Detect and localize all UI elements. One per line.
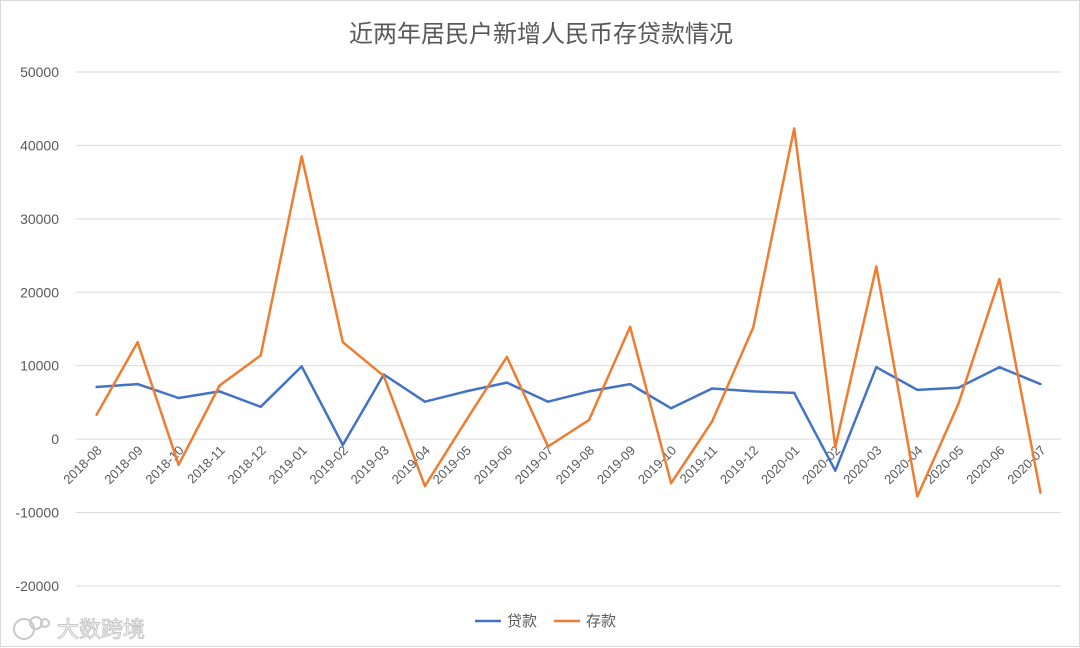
x-tick-label: 2020-04 [881, 443, 925, 487]
data-point [669, 482, 673, 485]
data-point [136, 382, 139, 386]
x-tick-label: 2019-06 [471, 443, 515, 487]
data-point [669, 407, 673, 410]
data-point [628, 382, 632, 386]
data-point [341, 443, 344, 447]
data-point [793, 127, 796, 130]
data-point [957, 386, 960, 389]
x-tick-label: 2020-05 [922, 443, 966, 487]
data-point [834, 469, 837, 472]
data-point [998, 365, 1001, 369]
x-tick-label: 2018-11 [184, 443, 228, 487]
series-line [96, 365, 1041, 472]
data-point [751, 326, 755, 329]
data-point [546, 445, 550, 448]
data-point [587, 418, 591, 422]
data-point [259, 405, 262, 409]
data-point [218, 390, 221, 393]
data-point [177, 396, 180, 400]
data-point [546, 400, 550, 403]
data-point [916, 388, 919, 392]
data-point [1039, 382, 1042, 386]
y-axis-ticks: 50000 40000 30000 20000 10000 0 -10000 -20000 [15, 64, 59, 594]
x-tick-label: 2018-09 [101, 443, 145, 487]
data-point [464, 390, 468, 393]
x-tick-label: 2019-01 [266, 443, 310, 487]
series-deposits [95, 127, 1042, 498]
x-tick-label: 2020-03 [840, 443, 884, 487]
y-tick-label: -20000 [15, 578, 59, 594]
data-point [177, 463, 180, 467]
data-point [793, 391, 796, 395]
y-tick-label: 10000 [20, 358, 59, 374]
data-point [300, 155, 303, 158]
x-tick-label: 2020-07 [1004, 443, 1048, 487]
series-lines [95, 127, 1042, 498]
x-tick-label: 2019-02 [307, 443, 351, 487]
y-tick-label: 20000 [20, 284, 59, 300]
x-tick-label: 2018-08 [60, 443, 104, 487]
x-tick-label: 2019-05 [430, 443, 474, 487]
gridlines [76, 71, 1061, 587]
y-tick-label: 30000 [20, 211, 59, 227]
x-tick-label: 2019-07 [512, 443, 556, 487]
data-point [423, 400, 427, 403]
y-tick-label: 40000 [20, 137, 59, 153]
watermark-logo-icon [13, 616, 50, 640]
data-point [628, 325, 632, 328]
data-point [136, 341, 139, 344]
data-point [382, 374, 386, 378]
watermark: 大数跨境 [13, 616, 146, 644]
x-tick-label: 2020-06 [963, 443, 1007, 487]
data-point [834, 446, 837, 449]
data-point [875, 265, 878, 268]
data-point [957, 402, 960, 406]
y-tick-label: 50000 [20, 64, 59, 80]
y-tick-label: -10000 [15, 505, 59, 521]
x-tick-label: 2019-12 [717, 443, 761, 487]
x-tick-label: 2019-08 [553, 443, 597, 487]
x-axis-ticks: 2018-082018-092018-102018-112018-122019-… [60, 443, 1048, 487]
x-tick-label: 2018-12 [224, 443, 268, 487]
data-point [710, 420, 714, 423]
x-tick-label: 2018-10 [142, 443, 186, 487]
data-point [587, 390, 591, 393]
data-point [916, 495, 919, 498]
data-point [505, 381, 509, 384]
series-line [95, 127, 1042, 498]
data-point [1039, 491, 1042, 494]
x-tick-label: 2020-01 [758, 443, 802, 487]
data-point [95, 413, 98, 417]
legend-label: 存款 [586, 612, 616, 630]
series-loans [95, 365, 1042, 472]
data-point [300, 365, 303, 368]
legend-label: 贷款 [507, 612, 537, 630]
legend: 贷款 存款 [475, 612, 616, 630]
data-point [259, 354, 262, 357]
data-point [423, 484, 427, 488]
x-tick-label: 2019-09 [594, 443, 638, 487]
data-point [505, 355, 509, 359]
chart-title: 近两年居民户新增人民币存贷款情况 [349, 20, 733, 48]
data-point [341, 341, 344, 344]
data-point [464, 419, 468, 422]
data-point [751, 390, 755, 393]
data-point [218, 384, 221, 387]
x-tick-label: 2019-03 [348, 443, 392, 487]
watermark-text: 大数跨境 [57, 618, 145, 643]
data-point [998, 277, 1001, 281]
y-tick-label: 0 [51, 431, 59, 447]
data-point [95, 385, 98, 389]
data-point [710, 387, 714, 390]
data-point [875, 365, 878, 369]
